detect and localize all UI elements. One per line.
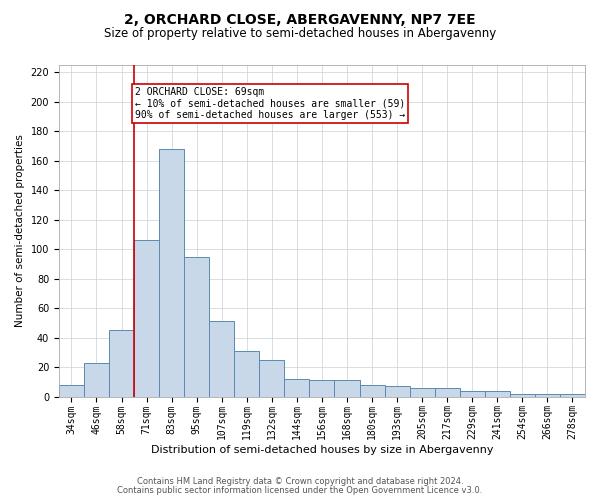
Text: Contains public sector information licensed under the Open Government Licence v3: Contains public sector information licen…	[118, 486, 482, 495]
Bar	[209, 322, 234, 396]
Bar	[385, 386, 410, 396]
Bar	[410, 388, 434, 396]
Bar	[59, 385, 84, 396]
Bar	[460, 390, 485, 396]
Bar	[510, 394, 535, 396]
Bar	[334, 380, 359, 396]
Bar	[560, 394, 585, 396]
Text: Contains HM Land Registry data © Crown copyright and database right 2024.: Contains HM Land Registry data © Crown c…	[137, 477, 463, 486]
X-axis label: Distribution of semi-detached houses by size in Abergavenny: Distribution of semi-detached houses by …	[151, 445, 493, 455]
Bar	[359, 385, 385, 396]
Text: 2 ORCHARD CLOSE: 69sqm
← 10% of semi-detached houses are smaller (59)
90% of sem: 2 ORCHARD CLOSE: 69sqm ← 10% of semi-det…	[136, 87, 406, 120]
Text: 2, ORCHARD CLOSE, ABERGAVENNY, NP7 7EE: 2, ORCHARD CLOSE, ABERGAVENNY, NP7 7EE	[124, 12, 476, 26]
Bar	[184, 256, 209, 396]
Bar	[159, 149, 184, 396]
Bar	[134, 240, 159, 396]
Bar	[259, 360, 284, 397]
Bar	[535, 394, 560, 396]
Bar	[109, 330, 134, 396]
Y-axis label: Number of semi-detached properties: Number of semi-detached properties	[15, 134, 25, 327]
Bar	[310, 380, 334, 396]
Bar	[284, 379, 310, 396]
Text: Size of property relative to semi-detached houses in Abergavenny: Size of property relative to semi-detach…	[104, 28, 496, 40]
Bar	[234, 351, 259, 397]
Bar	[485, 390, 510, 396]
Bar	[434, 388, 460, 396]
Bar	[84, 362, 109, 396]
